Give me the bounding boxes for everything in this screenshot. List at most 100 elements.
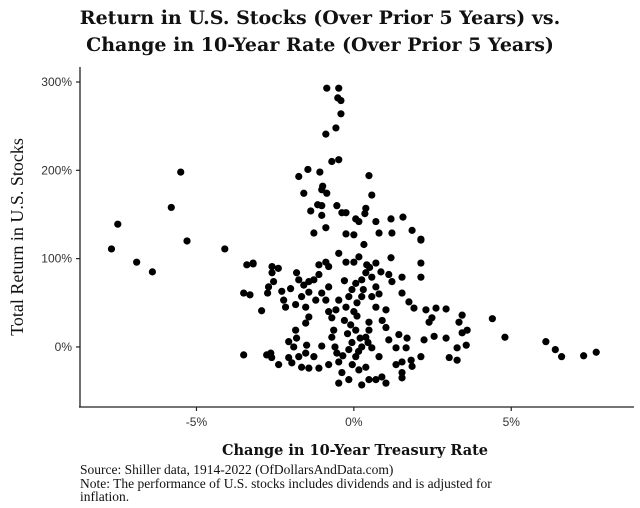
data-point	[372, 259, 380, 267]
data-point	[365, 263, 374, 272]
data-point	[417, 273, 425, 281]
data-point	[501, 333, 509, 341]
data-point	[453, 356, 461, 364]
data-point	[340, 316, 349, 325]
data-point	[300, 189, 308, 197]
data-point	[432, 304, 440, 312]
data-point	[352, 353, 360, 361]
y-tick-label: 0%	[55, 340, 73, 354]
data-point	[445, 353, 453, 362]
data-point	[288, 359, 296, 367]
data-point	[488, 315, 496, 323]
data-point	[264, 283, 273, 291]
data-point	[372, 303, 380, 311]
data-point	[410, 304, 418, 312]
data-point	[318, 186, 326, 194]
data-point	[286, 285, 295, 293]
data-point	[280, 296, 288, 304]
data-point	[305, 313, 313, 321]
data-point	[322, 296, 330, 304]
data-point	[580, 352, 588, 360]
data-point	[365, 326, 373, 334]
data-point	[350, 258, 358, 266]
data-point	[295, 276, 303, 284]
y-axis-label: Total Return in U.S. Stocks	[7, 138, 27, 336]
x-tick-label: 5%	[503, 415, 521, 429]
data-point	[318, 342, 326, 350]
data-point	[417, 236, 425, 244]
data-point	[356, 334, 364, 342]
data-point	[333, 349, 341, 357]
data-point	[295, 353, 303, 361]
data-point	[290, 343, 298, 351]
data-point	[362, 363, 370, 371]
data-point	[133, 258, 141, 266]
data-point	[360, 240, 368, 249]
data-point	[243, 261, 251, 269]
data-point	[387, 215, 395, 223]
data-point	[372, 376, 380, 384]
data-point	[399, 213, 407, 221]
data-point	[339, 352, 347, 360]
data-point	[388, 229, 396, 237]
data-point	[331, 343, 339, 351]
data-point	[355, 253, 363, 261]
data-point	[335, 296, 343, 304]
data-point	[398, 368, 406, 377]
data-point	[362, 204, 370, 212]
data-point	[347, 321, 355, 329]
data-point	[332, 306, 340, 314]
data-point	[342, 258, 350, 266]
data-point	[302, 319, 310, 327]
data-point	[304, 165, 312, 174]
data-point	[325, 361, 333, 369]
data-point	[275, 361, 283, 369]
data-point	[343, 330, 352, 338]
data-point	[240, 351, 248, 359]
data-point	[310, 229, 318, 237]
data-point	[355, 217, 363, 226]
data-point	[295, 172, 303, 181]
data-point	[292, 326, 300, 334]
data-point	[318, 289, 326, 297]
chart-title-line-1: Return in U.S. Stocks (Over Prior 5 Year…	[80, 7, 560, 29]
data-point	[303, 341, 311, 349]
data-point	[462, 341, 470, 349]
data-point	[348, 338, 356, 347]
data-point	[302, 349, 310, 357]
data-point	[269, 277, 278, 286]
data-point	[323, 84, 331, 92]
data-point	[385, 270, 393, 279]
data-point	[385, 336, 393, 344]
data-point	[345, 293, 353, 301]
data-point	[268, 269, 276, 277]
data-point	[285, 353, 293, 362]
data-point	[335, 358, 343, 366]
data-point	[298, 363, 306, 371]
data-point	[328, 333, 336, 341]
data-point	[417, 259, 425, 267]
data-point	[310, 276, 318, 284]
data-point	[322, 130, 330, 138]
data-point	[358, 293, 366, 301]
data-point	[310, 353, 318, 361]
data-point	[365, 172, 373, 180]
data-point	[377, 268, 385, 276]
data-point	[335, 249, 343, 257]
data-point	[403, 334, 411, 342]
data-point	[368, 344, 376, 352]
data-point	[592, 348, 600, 356]
data-point	[322, 224, 330, 232]
y-tick-label: 300%	[41, 75, 72, 89]
data-point	[352, 326, 360, 334]
data-point	[332, 124, 340, 132]
data-point	[316, 168, 324, 176]
data-point	[305, 288, 313, 296]
data-point	[274, 264, 282, 272]
data-point	[345, 345, 353, 354]
x-axis-ticks: -5% 0% 5%	[186, 407, 520, 429]
data-points	[107, 84, 600, 389]
data-point	[318, 202, 326, 210]
caption-source: Source: Shiller data, 1914-2022 (OfDolla…	[80, 462, 393, 477]
